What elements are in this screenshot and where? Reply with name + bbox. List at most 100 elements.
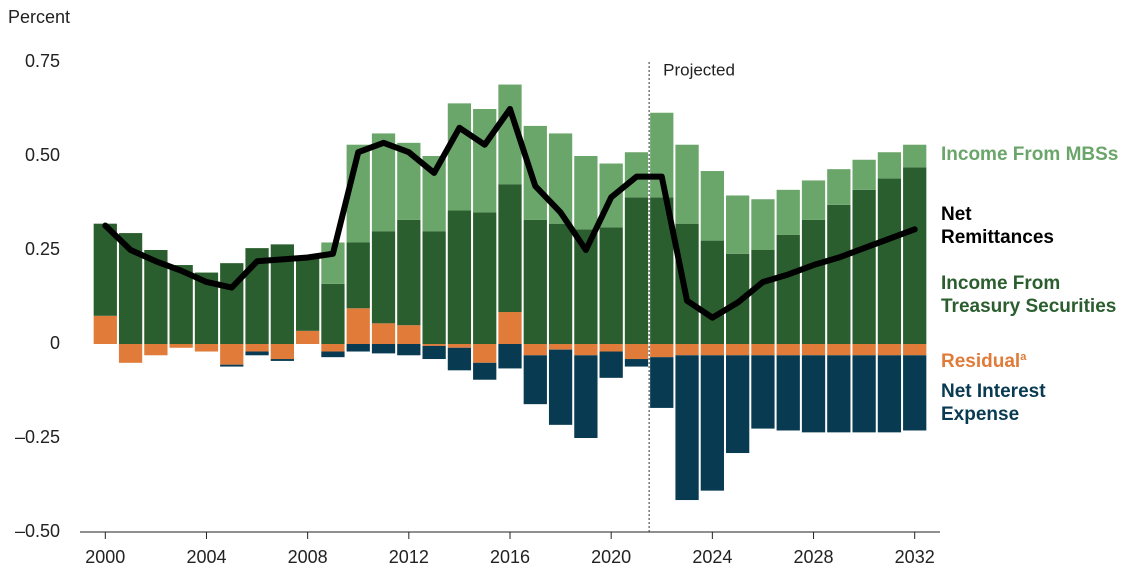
bar-segment	[296, 330, 320, 344]
bar-segment	[852, 344, 876, 356]
bar-segment	[523, 344, 547, 356]
bar-segment	[574, 344, 598, 356]
legend-entry: Residuala	[941, 346, 1121, 373]
bar-segment	[903, 167, 927, 344]
bar-segment	[548, 349, 573, 425]
legend-entry: Income From Treasury Securities	[941, 272, 1123, 318]
x-tick-label: 2008	[288, 547, 328, 567]
annotation: Projected	[663, 60, 735, 79]
bar-segment	[245, 248, 269, 344]
bar-segment	[194, 272, 219, 344]
bar-segment	[118, 344, 143, 363]
legend-label: Net Remittances	[941, 204, 1054, 248]
bar-segment	[801, 355, 826, 433]
bar-segment	[776, 234, 800, 344]
bar-segment	[346, 242, 370, 309]
bar-segment	[270, 359, 294, 361]
bar-segment	[169, 265, 193, 344]
bar-segment	[371, 344, 396, 354]
bar-segment	[827, 169, 851, 205]
legend-label: Residual	[941, 351, 1021, 372]
bar-segment	[447, 103, 472, 211]
bar-segment	[523, 355, 547, 405]
bar-segment	[700, 344, 724, 356]
bar-segment	[447, 210, 472, 344]
bar-segment	[321, 351, 345, 358]
bar-segment	[599, 344, 623, 352]
bar-segment	[801, 344, 826, 356]
legend-entry: Net Remittances	[941, 203, 1066, 249]
bar-segment	[801, 180, 826, 220]
y-tick-label: 0	[50, 333, 60, 353]
bar-segment	[397, 344, 421, 356]
bar-segment	[296, 255, 320, 331]
legend-entry: Net Interest Expense	[941, 380, 1071, 426]
bar-segment	[371, 231, 396, 324]
bar-segment	[726, 355, 750, 454]
bar-segment	[548, 133, 573, 224]
legend-entry: Income From MBSs	[941, 143, 1121, 166]
bar-segment	[827, 355, 851, 433]
bar-segment	[852, 189, 876, 344]
bar-segment	[270, 244, 294, 344]
bar-segment	[498, 312, 522, 344]
bar-segment	[574, 355, 598, 438]
bar-segment	[422, 231, 446, 344]
bar-segment	[877, 152, 902, 179]
bar-segment	[751, 250, 775, 344]
bar-segment	[776, 344, 800, 356]
line	[102, 106, 918, 321]
bar-segment	[523, 125, 547, 220]
bar-segment	[397, 325, 421, 344]
legend-label: Net Interest Expense	[941, 381, 1046, 425]
bar-segment	[498, 184, 522, 313]
bar-segment	[523, 219, 547, 344]
bar-segment	[650, 197, 674, 344]
bar-segment	[447, 347, 472, 371]
bar-segment	[624, 197, 649, 344]
bar-segment	[93, 223, 117, 316]
bar-segment	[447, 344, 472, 348]
bar-segment	[473, 344, 497, 363]
bar-segment	[270, 344, 294, 360]
bar-segment	[700, 240, 724, 344]
bar-segment	[877, 178, 902, 344]
bar-segment	[371, 133, 396, 232]
bar-segment	[751, 344, 775, 356]
bar-segment	[169, 344, 193, 348]
bar-segment	[498, 84, 522, 185]
x-tick-label: 2004	[186, 547, 226, 567]
footnote-marker: a	[1020, 351, 1027, 363]
bar-segment	[574, 229, 598, 344]
bar-segment	[574, 156, 598, 230]
bar-segment	[371, 323, 396, 344]
bar-segment	[397, 142, 421, 220]
bar-segment	[548, 344, 573, 350]
bar-segment	[422, 344, 446, 346]
bar-segment	[624, 344, 649, 360]
bar-segment	[93, 315, 117, 344]
bar-segment	[751, 355, 775, 429]
bar-segment	[751, 199, 775, 250]
bar-segment	[245, 351, 269, 356]
bar-segment	[346, 308, 370, 344]
y-tick-label: 0.50	[25, 145, 60, 165]
x-tick-label: 2032	[895, 547, 935, 567]
bar-segment	[321, 283, 345, 344]
bar-segment	[548, 223, 573, 344]
bar-segment	[118, 233, 143, 344]
bar-segment	[776, 189, 800, 235]
legend-label: Income From MBSs	[941, 144, 1119, 165]
bar-segment	[827, 204, 851, 344]
y-axis-label: Percent	[8, 7, 70, 27]
bar-segment	[245, 344, 269, 352]
bar-segment	[903, 144, 927, 168]
bar-segment	[903, 344, 927, 356]
x-tick-label: 2016	[490, 547, 530, 567]
bar-segment	[599, 227, 623, 344]
y-tick-label: –0.25	[15, 427, 60, 447]
bar-segment	[473, 109, 497, 213]
bar-segment	[397, 219, 421, 326]
x-tick-label: 2028	[794, 547, 834, 567]
